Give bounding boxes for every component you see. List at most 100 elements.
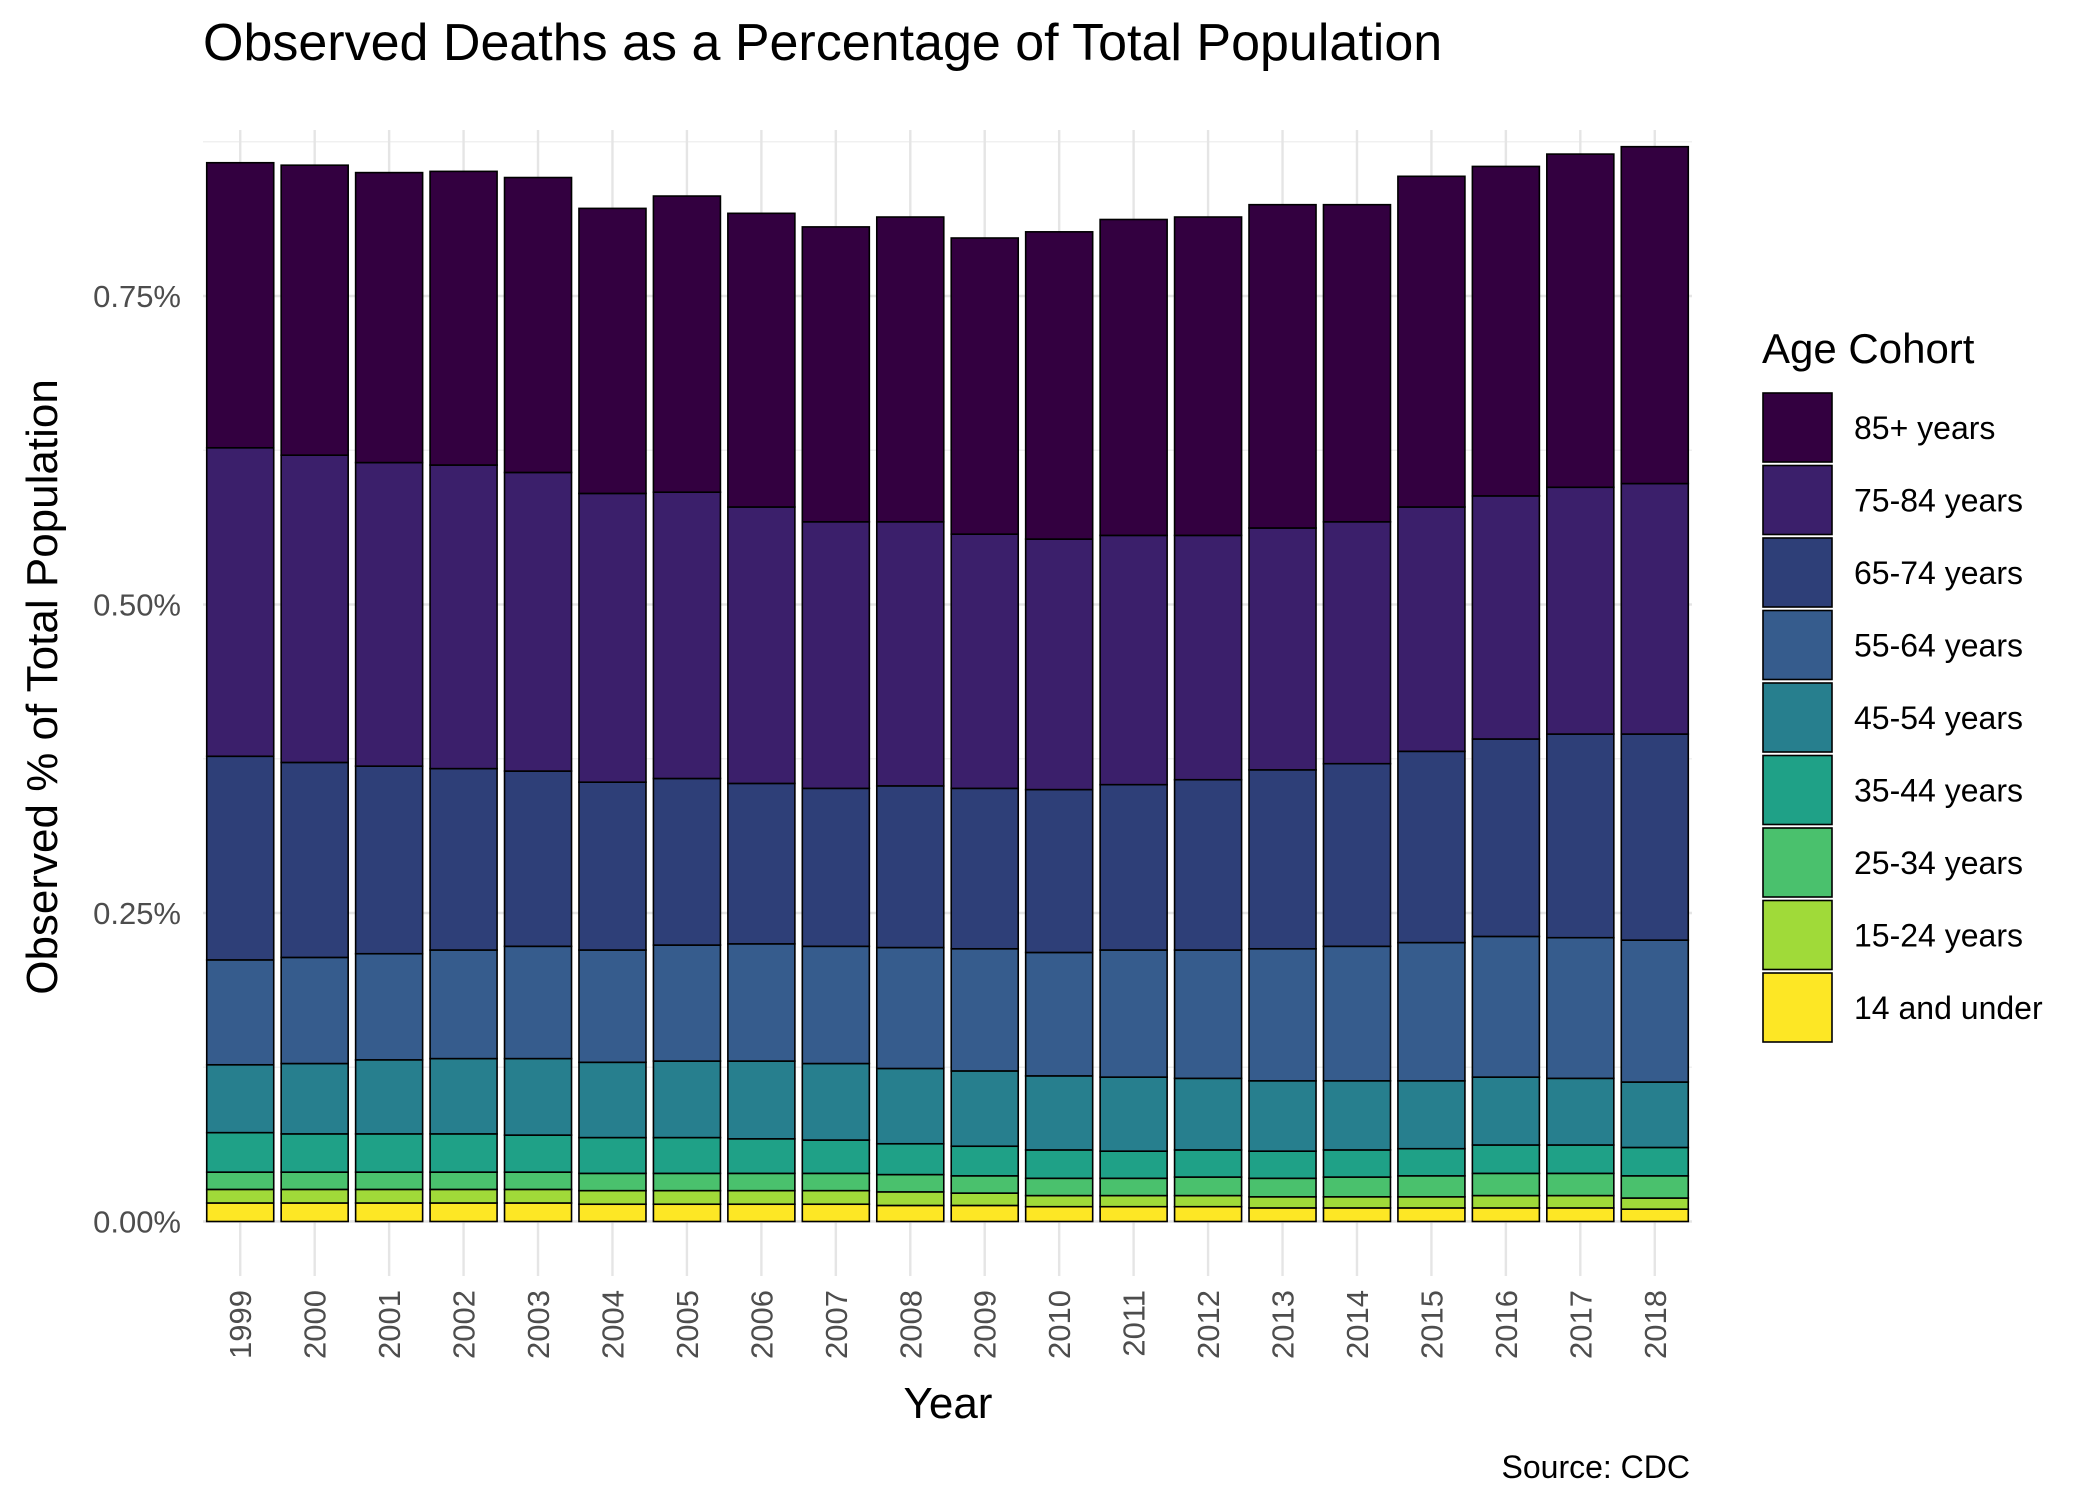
bar-segment-2006-65-74-years [727,782,796,945]
bar-segment-2004-85-years [578,207,647,495]
bar-segment-2014-85-years [1322,203,1392,523]
legend-swatch-55-64-years [1762,609,1833,681]
bar-stack-2017 [1546,153,1615,1223]
bar-segment-2005-14-and-under [652,1203,722,1223]
bar-stack-2008 [875,216,945,1223]
bar-segment-2003-35-44-years [503,1134,573,1173]
x-tick-label: 2011 [1117,1290,1152,1357]
bar-segment-2013-25-34-years [1248,1177,1317,1198]
bar-segment-2013-45-54-years [1248,1080,1317,1152]
bar-segment-2007-45-54-years [801,1062,871,1141]
bar-segment-2012-14-and-under [1173,1205,1243,1223]
bar-segment-2016-15-24-years [1471,1194,1541,1209]
bar-segment-2000-55-64-years [280,956,349,1065]
legend-swatch-14-and-under [1762,972,1833,1043]
legend-label-15-24-years: 15-24 years [1854,918,2023,954]
bar-segment-2001-35-44-years [354,1133,424,1173]
bar-segment-2004-25-34-years [578,1172,647,1192]
bar-segment-2002-85-years [429,170,498,466]
bar-stack-2018 [1620,145,1690,1223]
bar-segment-2001-14-and-under [354,1202,424,1223]
bar-segment-2009-14-and-under [950,1204,1020,1223]
bar-segment-2015-25-34-years [1397,1175,1466,1198]
bar-stack-2016 [1471,165,1541,1223]
bar-stack-2009 [950,237,1020,1223]
bar-segment-1999-85-years [205,161,275,449]
legend-swatch-75-84-years [1762,464,1833,536]
bar-segment-2013-75-84-years [1248,527,1317,771]
bar-segment-2016-35-44-years [1471,1144,1541,1175]
bar-segment-2017-45-54-years [1546,1077,1615,1146]
y-axis-title: Observed % of Total Population [18,379,67,995]
x-tick-label: 2000 [298,1290,333,1359]
bar-segment-2015-14-and-under [1397,1207,1466,1223]
bar-segment-2017-65-74-years [1546,733,1615,939]
legend-swatch-65-74-years [1762,537,1833,608]
bar-segment-2006-35-44-years [727,1138,796,1175]
bar-segment-2018-14-and-under [1620,1208,1690,1223]
bar-segment-2001-45-54-years [354,1059,424,1135]
bar-segment-2016-65-74-years [1471,738,1541,938]
bar-segment-2012-75-84-years [1173,534,1243,781]
bar-stack-2005 [652,195,722,1223]
bar-segment-2013-15-24-years [1248,1196,1317,1209]
bar-segment-2007-65-74-years [801,787,871,948]
bar-segment-2000-15-24-years [280,1188,349,1204]
bar-segment-2010-14-and-under [1024,1205,1094,1223]
bar-segment-2008-65-74-years [875,785,945,949]
bar-segment-1999-25-34-years [205,1171,275,1191]
bar-segment-1999-35-44-years [205,1131,275,1173]
bar-segment-2004-45-54-years [578,1061,647,1139]
bar-segment-2012-15-24-years [1173,1194,1243,1208]
bar-segment-2005-25-34-years [652,1172,722,1192]
bar-segment-2018-55-64-years [1620,939,1690,1083]
x-tick-label: 2017 [1563,1290,1598,1359]
bar-segment-2014-25-34-years [1322,1176,1392,1198]
bar-segment-2003-85-years [503,176,573,474]
bar-segment-2004-75-84-years [578,492,647,783]
bar-segment-2003-25-34-years [503,1171,573,1191]
bar-segment-2017-14-and-under [1546,1207,1615,1223]
bar-segment-2004-35-44-years [578,1136,647,1175]
legend-swatch-45-54-years [1762,682,1833,753]
bar-segment-2009-25-34-years [950,1175,1020,1194]
bar-segment-2012-25-34-years [1173,1176,1243,1197]
bar-segment-2005-35-44-years [652,1136,722,1175]
bar-segment-2009-55-64-years [950,947,1020,1072]
bar-segment-1999-65-74-years [205,755,275,961]
bar-stack-2006 [727,212,796,1223]
x-tick-label: 2003 [521,1290,556,1359]
bar-segment-2006-75-84-years [727,506,796,785]
bar-segment-2008-14-and-under [875,1204,945,1223]
bar-segment-2005-45-54-years [652,1060,722,1139]
legend-label-75-84-years: 75-84 years [1854,483,2023,519]
x-axis-ticks: 1999 2000 2001 2002 2003 2004 2005 2006 2007 2008… [223,1290,1673,1359]
bar-segment-2018-15-24-years [1620,1197,1690,1210]
bar-segment-2008-75-84-years [875,521,945,787]
x-tick-label: 1999 [223,1290,258,1359]
bar-segment-2008-35-44-years [875,1142,945,1176]
x-tick-label: 2013 [1266,1290,1301,1359]
y-tick-label: 0.75% [93,279,181,314]
bar-segment-2006-55-64-years [727,943,796,1062]
bar-segment-2015-35-44-years [1397,1147,1466,1177]
bar-segment-2011-25-34-years [1099,1177,1168,1197]
bar-segment-2002-35-44-years [429,1133,498,1173]
x-tick-label: 2009 [968,1290,1003,1359]
bar-segment-2018-65-74-years [1620,733,1690,941]
bar-segment-2016-25-34-years [1471,1172,1541,1197]
legend-label-55-64-years: 55-64 years [1854,628,2023,664]
bar-segment-2002-75-84-years [429,464,498,770]
bar-segment-2000-25-34-years [280,1171,349,1191]
bar-segment-2014-75-84-years [1322,521,1392,765]
bar-segment-2007-14-and-under [801,1203,871,1223]
x-tick-label: 2004 [595,1290,630,1359]
x-tick-label: 2010 [1042,1290,1077,1359]
bar-segment-2017-25-34-years [1546,1172,1615,1197]
bar-segment-2010-65-74-years [1024,788,1094,954]
bar-stack-2002 [429,170,498,1223]
bar-segment-2009-15-24-years [950,1192,1020,1207]
bar-segment-2008-85-years [875,216,945,523]
bar-segment-2007-75-84-years [801,521,871,790]
bar-segment-2005-15-24-years [652,1189,722,1206]
